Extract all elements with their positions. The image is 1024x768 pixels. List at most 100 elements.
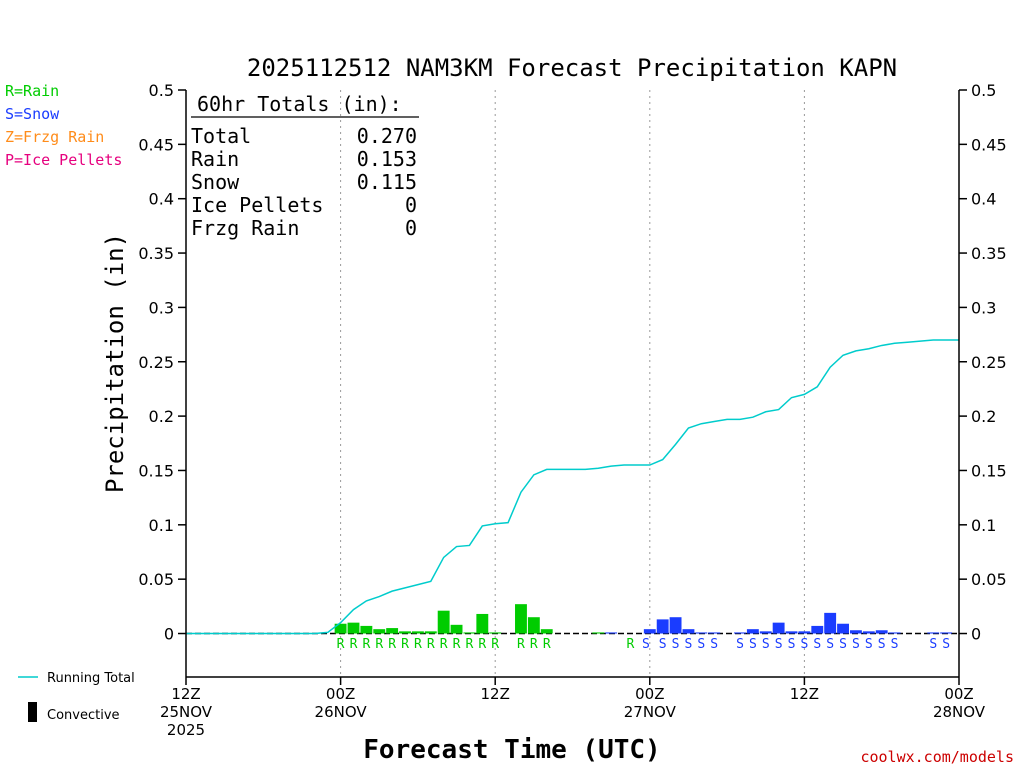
ptype-marker-snow: S	[672, 637, 680, 652]
bar-snow	[849, 630, 862, 634]
bar-snow	[837, 623, 849, 634]
y-tick-label-right: 0.15	[971, 461, 1007, 480]
totals-value: 0.270	[357, 124, 417, 148]
y-tick-label-right: 0.5	[971, 81, 996, 100]
x-tick-label: 12Z	[481, 685, 510, 703]
ptype-marker-rain: R	[427, 637, 435, 652]
credit-text: coolwx.com/models	[860, 748, 1014, 766]
ptype-marker-rain: R	[478, 637, 486, 652]
bar-rain	[489, 632, 502, 634]
ptype-marker-rain: R	[337, 637, 345, 652]
legend-convective-swatch	[28, 702, 37, 722]
y-tick-label-left: 0.15	[138, 461, 174, 480]
bar-snow	[643, 629, 656, 634]
y-tick-label-left: 0.35	[138, 244, 174, 263]
x-tick-label: 25NOV	[160, 703, 213, 721]
y-tick-label-left: 0.1	[149, 516, 174, 535]
bar-snow	[785, 631, 798, 634]
ptype-legend-entry: S=Snow	[5, 105, 60, 123]
ptype-marker-rain: R	[362, 637, 370, 652]
y-tick-label-left: 0.45	[138, 135, 174, 154]
y-tick-label-right: 0.3	[971, 298, 996, 317]
bar-snow	[605, 632, 618, 634]
ptype-marker-rain: R	[414, 637, 422, 652]
totals-title: 60hr Totals (in):	[197, 92, 402, 116]
y-tick-label-right: 0.05	[971, 570, 1007, 589]
ptype-marker-rain: R	[530, 637, 538, 652]
bar-rain	[592, 632, 605, 634]
bar-snow	[811, 625, 824, 634]
bar-snow	[734, 632, 746, 634]
bar-rain	[450, 624, 463, 634]
totals-label: Frzg Rain	[191, 216, 299, 240]
ptype-marker-snow: S	[710, 637, 718, 652]
bar-rain	[334, 623, 347, 634]
bar-snow	[798, 631, 811, 634]
bar-snow	[824, 612, 837, 634]
ptype-marker-snow: S	[736, 637, 744, 652]
totals-label: Total	[191, 124, 251, 148]
x-tick-label: 12Z	[171, 685, 200, 703]
ptype-marker-snow: S	[813, 637, 821, 652]
bar-snow	[940, 632, 953, 634]
ptype-marker-snow: S	[942, 637, 950, 652]
x-tick-label: 28NOV	[933, 703, 986, 721]
ptype-marker-snow: S	[775, 637, 783, 652]
bar-rain	[540, 629, 553, 634]
bar-snow	[708, 632, 721, 634]
y-tick-label-right: 0.4	[971, 190, 996, 209]
ptype-legend-entry: Z=Frzg Rain	[5, 128, 104, 146]
running-total-line	[186, 339, 959, 635]
legend-convective-label: Convective	[47, 708, 120, 723]
ptype-marker-snow: S	[749, 637, 757, 652]
ptype-marker-snow: S	[891, 637, 899, 652]
bar-snow	[656, 619, 669, 634]
ptype-marker-snow: S	[697, 637, 705, 652]
bar-snow	[875, 630, 888, 634]
y-tick-label-right: 0.25	[971, 353, 1007, 372]
ptype-marker-snow: S	[685, 637, 693, 652]
y-tick-label-left: 0.2	[149, 407, 174, 426]
totals-label: Rain	[191, 147, 239, 171]
ptype-marker-rain: R	[491, 637, 499, 652]
ptype-marker-snow: S	[788, 637, 796, 652]
bar-snow	[862, 631, 875, 634]
bar-rain	[437, 610, 450, 634]
bar-snow	[772, 622, 785, 634]
bar-rain	[527, 617, 540, 634]
x-tick-label: 00Z	[635, 685, 664, 703]
ptype-marker-rain: R	[388, 637, 396, 652]
totals-value: 0.153	[357, 147, 417, 171]
ptype-marker-snow: S	[878, 637, 886, 652]
bar-rain	[347, 622, 360, 634]
ptype-marker-rain: R	[543, 637, 551, 652]
legend-running-total-label: Running Total	[47, 671, 135, 686]
bar-rain	[360, 625, 373, 634]
ptype-legend-entry: R=Rain	[5, 82, 59, 100]
x-tick-label: 26NOV	[315, 703, 368, 721]
x-axis-label: Forecast Time (UTC)	[363, 735, 660, 765]
y-tick-label-left: 0.3	[149, 298, 174, 317]
ptype-marker-rain: R	[401, 637, 409, 652]
y-tick-label-left: 0.25	[138, 353, 174, 372]
bar-snow	[682, 629, 695, 634]
ptype-marker-rain: R	[350, 637, 358, 652]
ptype-marker-snow: S	[642, 637, 650, 652]
ptype-marker-snow: S	[659, 637, 667, 652]
totals-label: Ice Pellets	[191, 193, 323, 217]
ptype-marker-snow: S	[865, 637, 873, 652]
totals-value: 0	[405, 216, 417, 240]
bar-rain	[386, 628, 399, 634]
y-tick-label-left: 0.05	[138, 570, 174, 589]
x-tick-label: 00Z	[944, 685, 973, 703]
bar-snow	[888, 632, 901, 634]
bar-rain	[373, 629, 386, 634]
chart-title: 2025112512 NAM3KM Forecast Precipitation…	[247, 54, 897, 82]
bar-rain	[424, 631, 437, 634]
ptype-legend-entry: P=Ice Pellets	[5, 151, 122, 169]
y-tick-label-right: 0	[971, 625, 981, 644]
x-tick-label: 12Z	[790, 685, 819, 703]
x-tick-label: 00Z	[326, 685, 355, 703]
